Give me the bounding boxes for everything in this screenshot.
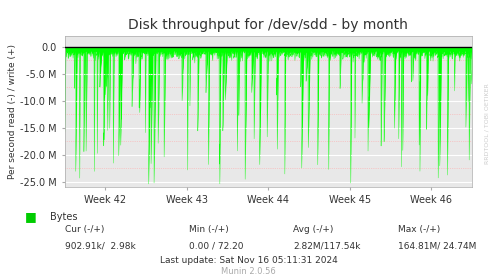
Title: Disk throughput for /dev/sdd - by month: Disk throughput for /dev/sdd - by month [128,18,409,32]
Text: Last update: Sat Nov 16 05:11:31 2024: Last update: Sat Nov 16 05:11:31 2024 [160,256,337,265]
Text: 164.81M/ 24.74M: 164.81M/ 24.74M [398,242,476,251]
Text: 0.00 / 72.20: 0.00 / 72.20 [189,242,244,251]
Text: Cur (-/+): Cur (-/+) [65,226,104,234]
Text: RRDTOOL / TOBI OETIKER: RRDTOOL / TOBI OETIKER [485,83,490,164]
Text: 2.82M/117.54k: 2.82M/117.54k [293,242,361,251]
Text: 902.91k/  2.98k: 902.91k/ 2.98k [65,242,135,251]
Text: Max (-/+): Max (-/+) [398,226,440,234]
Text: Avg (-/+): Avg (-/+) [293,226,333,234]
Y-axis label: Per second read (-) / write (+): Per second read (-) / write (+) [8,44,17,179]
Text: Min (-/+): Min (-/+) [189,226,229,234]
Text: ■: ■ [25,210,37,223]
Text: Munin 2.0.56: Munin 2.0.56 [221,267,276,275]
Text: Bytes: Bytes [50,212,77,222]
